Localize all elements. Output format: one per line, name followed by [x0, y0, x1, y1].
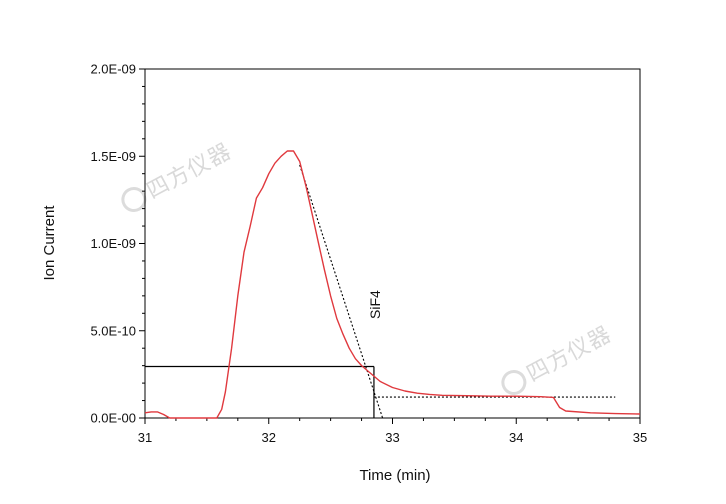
x-tick-label: 32 — [262, 430, 276, 445]
y-axis-title: Ion Current — [41, 205, 58, 281]
y-axis: 0.0E-00 5.0E-10 1.0E-09 1.5E-09 2.0E-09 — [90, 62, 145, 426]
annotations: SiF4 — [367, 290, 383, 319]
y-tick-label: 2.0E-09 — [90, 62, 136, 77]
x-tick-label: 31 — [138, 430, 152, 445]
watermark-logo-icon — [501, 370, 527, 396]
y-tick-label: 0.0E-00 — [90, 411, 136, 426]
series-layer — [144, 150, 641, 419]
sif4-annotation: SiF4 — [367, 290, 383, 319]
x-axis: 31 32 33 34 35 — [138, 418, 647, 445]
watermark-1: 四方仪器 — [121, 138, 235, 213]
watermark-logo-icon — [121, 187, 147, 213]
x-tick-label: 35 — [633, 430, 647, 445]
y-tick-label: 1.5E-09 — [90, 149, 136, 164]
ion-current-series-line — [144, 150, 641, 419]
guide-lines — [145, 164, 616, 419]
x-tick-label: 34 — [509, 430, 523, 445]
watermark-text-2: 四方仪器 — [522, 321, 615, 386]
watermark-text-1: 四方仪器 — [142, 138, 235, 203]
tangent-dotted-line — [299, 164, 384, 419]
watermark-2: 四方仪器 — [501, 321, 615, 396]
x-axis-title: Time (min) — [359, 467, 430, 484]
y-tick-label: 5.0E-10 — [90, 323, 136, 338]
y-tick-label: 1.0E-09 — [90, 236, 136, 251]
x-tick-label: 33 — [385, 430, 399, 445]
